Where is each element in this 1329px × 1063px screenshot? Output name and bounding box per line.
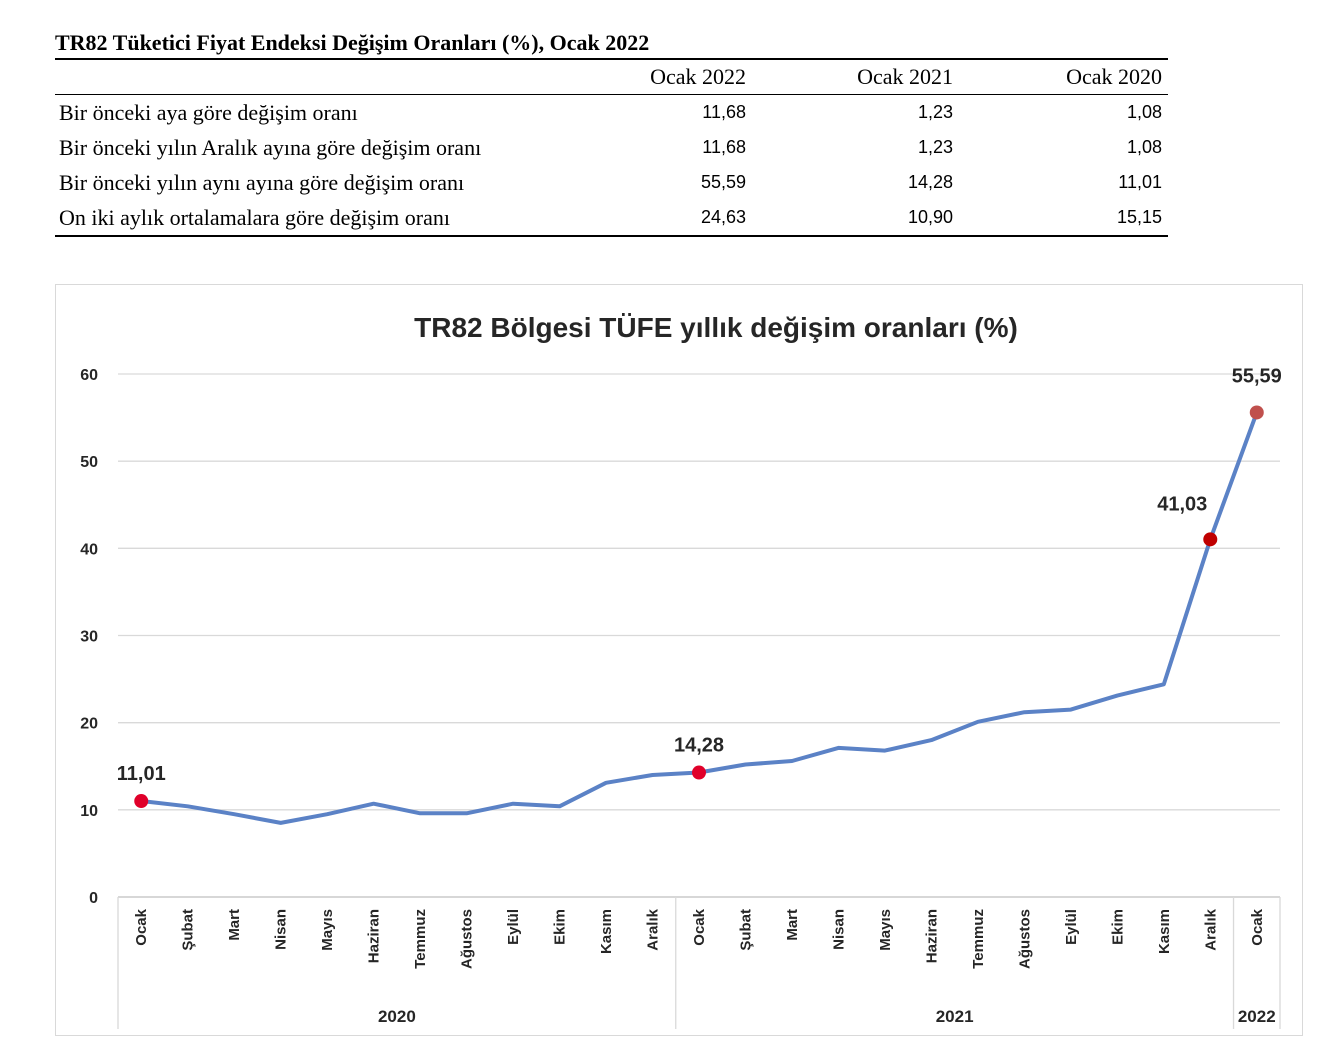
row-label: Bir önceki yılın Aralık ayına göre değiş… (59, 134, 482, 160)
x-tick-label: Haziran (366, 909, 383, 963)
cell-value: 11,68 (702, 137, 746, 157)
x-tick-label: Haziran (923, 909, 940, 963)
x-tick-label: Nisan (830, 909, 847, 950)
year-group-label: 2020 (378, 1007, 416, 1026)
data-label: 14,28 (674, 735, 724, 757)
cell-value: 1,08 (1126, 102, 1162, 122)
x-tick-label: Ocak (1249, 908, 1266, 945)
cell-value: 14,28 (907, 172, 953, 192)
x-tick-label: Mart (226, 909, 243, 941)
table-row: On iki aylık ortalamalara göre değişim o… (55, 200, 1168, 237)
x-tick-label: Eylül (1063, 909, 1080, 945)
data-label: 11,01 (117, 763, 166, 785)
x-tick-label: Aralık (645, 908, 662, 950)
data-point-marker (692, 765, 706, 780)
chart-frame: TR82 Bölgesi TÜFE yıllık değişim oranlar… (55, 284, 1303, 1036)
stats-table-block: TR82 Tüketici Fiyat Endeksi Değişim Oran… (55, 30, 1168, 237)
x-tick-label: Ocak (691, 908, 708, 945)
table-row: Bir önceki yılın Aralık ayına göre değiş… (55, 130, 1168, 165)
column-header: Ocak 2021 (752, 60, 959, 95)
x-tick-label: Ekim (1109, 909, 1126, 945)
table-header-row: Ocak 2022 Ocak 2021 Ocak 2020 (55, 60, 1168, 95)
row-label: Bir önceki aya göre değişim oranı (59, 99, 358, 125)
cell-value: 1,08 (1126, 137, 1162, 157)
table-row: Bir önceki yılın aynı ayına göre değişim… (55, 165, 1168, 200)
cell-value: 11,01 (1118, 172, 1162, 192)
table-row: Bir önceki aya göre değişim oranı 11,68 … (55, 95, 1168, 131)
x-tick-label: Ağustos (1016, 909, 1033, 969)
x-tick-label: Aralık (1202, 908, 1219, 950)
x-tick-label: Ocak (133, 908, 150, 945)
data-label: 55,59 (1232, 365, 1282, 387)
y-tick-label: 0 (89, 890, 98, 907)
y-tick-label: 30 (80, 629, 98, 646)
data-point-marker (134, 794, 149, 809)
cell-value: 15,15 (959, 200, 1168, 237)
x-tick-label: Kasım (598, 909, 615, 954)
x-tick-label: Mayıs (877, 909, 894, 951)
y-tick-label: 50 (80, 454, 98, 471)
x-tick-label: Ağustos (459, 909, 476, 969)
x-tick-label: Eylül (505, 909, 522, 945)
x-tick-label: Kasım (1156, 909, 1173, 954)
data-point-marker (1203, 532, 1218, 547)
y-tick-label: 60 (80, 367, 98, 384)
series-line (139, 410, 1259, 825)
column-header (55, 60, 560, 95)
data-point-marker (1249, 405, 1264, 420)
stats-table: Ocak 2022 Ocak 2021 Ocak 2020 Bir önceki… (55, 60, 1168, 237)
row-label: Bir önceki yılın aynı ayına göre değişim… (59, 169, 465, 195)
x-tick-label: Temmuz (412, 909, 429, 969)
x-tick-label: Mayıs (319, 909, 336, 951)
table-title: TR82 Tüketici Fiyat Endeksi Değişim Oran… (55, 30, 1168, 60)
x-tick-label: Şubat (180, 909, 197, 951)
data-label: 41,03 (1157, 493, 1207, 515)
y-tick-label: 10 (80, 803, 98, 820)
row-label: On iki aylık ortalamalara göre değişim o… (55, 200, 560, 237)
x-tick-label: Şubat (737, 909, 754, 951)
cell-value: 1,23 (917, 137, 953, 157)
x-tick-label: Mart (784, 909, 801, 941)
column-header: Ocak 2022 (560, 60, 752, 95)
x-tick-label: Nisan (273, 909, 290, 950)
x-tick-label: Temmuz (970, 909, 987, 969)
cell-value: 10,90 (752, 200, 959, 237)
year-group-label: 2021 (936, 1007, 974, 1026)
year-group-label: 2022 (1238, 1007, 1276, 1026)
cell-value: 1,23 (917, 102, 953, 122)
column-header: Ocak 2020 (959, 60, 1168, 95)
y-tick-label: 40 (80, 541, 98, 558)
y-tick-label: 20 (80, 716, 98, 733)
cpi-line-chart: TR82 Bölgesi TÜFE yıllık değişim oranlar… (80, 312, 1282, 1029)
x-tick-label: Ekim (552, 909, 569, 945)
cell-value: 55,59 (700, 172, 746, 192)
cell-value: 11,68 (702, 102, 746, 122)
cell-value: 24,63 (560, 200, 752, 237)
chart-title: TR82 Bölgesi TÜFE yıllık değişim oranlar… (414, 312, 1018, 343)
